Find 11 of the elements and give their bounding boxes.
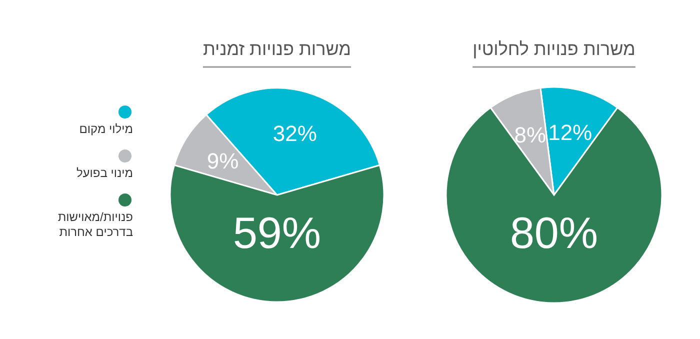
data-label: 32% — [272, 121, 317, 146]
data-label: 8% — [514, 122, 546, 148]
data-label: 59% — [232, 208, 322, 258]
legend-label: פנויות/מאוישות בדרכים אחרות — [58, 210, 133, 239]
legend-label: מינוי בפועל — [76, 166, 133, 180]
chart-title: משרות פנויות זמנית — [202, 39, 352, 59]
data-label: 9% — [206, 148, 239, 174]
chart-title: משרות פנויות לחלוטין — [472, 39, 636, 59]
legend-label: מילוי מקום — [79, 122, 133, 136]
data-label: 80% — [510, 209, 598, 258]
data-label: 12% — [548, 120, 592, 145]
